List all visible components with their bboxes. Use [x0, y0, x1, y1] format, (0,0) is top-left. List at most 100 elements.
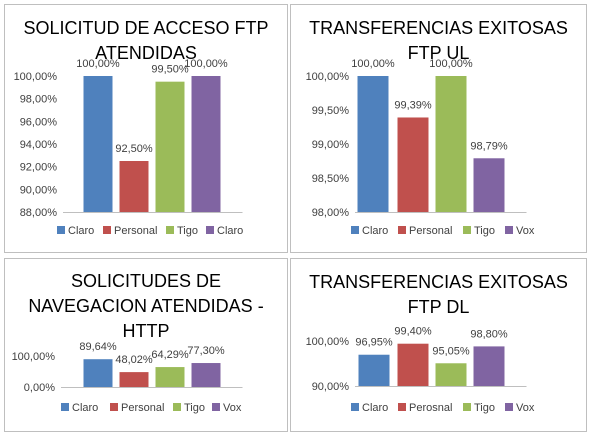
legend-swatch — [206, 226, 214, 234]
legend-swatch — [505, 403, 513, 411]
legend-swatch — [398, 226, 406, 234]
data-label: 95,05% — [432, 345, 470, 357]
chart-title-line: SOLICITUD DE ACCESO FTP — [23, 18, 269, 38]
bar-tigo — [155, 367, 185, 387]
chart-title-line: HTTP — [122, 321, 170, 341]
bar-chart-svg: 90,00% 100,00% 96,95%99,40%95,05%98,80% Cla… — [306, 326, 535, 414]
chart-title-line: ATENDIDAS — [95, 43, 197, 63]
legend-swatch — [505, 226, 513, 234]
legend-swatch — [110, 403, 118, 411]
data-label: 98,79% — [470, 140, 508, 152]
legend-label: Tigo — [474, 402, 495, 414]
y-tick-label: 90,00% — [20, 184, 58, 196]
legend-label: Tigo — [184, 402, 205, 414]
legend-swatch — [463, 403, 471, 411]
bar-vox — [473, 346, 505, 386]
chart-panel-solicitud-acceso-ftp: SOLICITUD DE ACCESO FTP ATENDIDAS 88,00%… — [4, 4, 288, 253]
legend-label: Claro — [362, 225, 388, 237]
y-tick-label: 98,00% — [312, 207, 350, 219]
bar-chart-svg: 88,00% 90,00% 92,00% 94,00% 96,00% 98,00% 100,… — [14, 58, 244, 237]
y-tick-label: 100,00% — [14, 71, 58, 83]
y-tick-label: 100,00% — [306, 336, 350, 348]
bar-tigo — [435, 363, 467, 386]
y-tick-label: 96,00% — [20, 116, 58, 128]
bar-claro — [83, 359, 113, 387]
chart-title-line: TRANSFERENCIAS EXITOSAS — [309, 272, 568, 292]
legend-swatch — [398, 403, 406, 411]
data-label: 99,39% — [394, 99, 432, 111]
bar-vox — [191, 363, 221, 387]
chart-title-line: FTP DL — [407, 297, 470, 317]
chart-title: TRANSFERENCIAS EXITOSAS FTP DL — [291, 270, 586, 320]
bar-personal — [119, 161, 149, 212]
data-label: 89,64% — [79, 341, 117, 353]
bar-personal — [397, 117, 429, 212]
legend-label: Claro — [362, 402, 388, 414]
legend-swatch — [57, 226, 65, 234]
chart-title-line: FTP UL — [407, 43, 470, 63]
chart-panel-solicitudes-navegacion-http: SOLICITUDES DE NAVEGACION ATENDIDAS - HT… — [4, 258, 288, 432]
bar-claro — [358, 354, 390, 386]
legend-swatch — [166, 226, 174, 234]
data-label: 100,00% — [184, 58, 228, 70]
data-label: 100,00% — [76, 58, 120, 70]
bar-claro — [83, 76, 113, 212]
legend-swatch — [103, 226, 111, 234]
y-tick-label: 100,00% — [12, 351, 56, 363]
legend-label: Claro — [68, 225, 94, 237]
chart-panel-transferencias-ftp-ul: TRANSFERENCIAS EXITOSAS FTP UL 98,00% 98,… — [290, 4, 587, 253]
y-tick-label: 90,00% — [312, 381, 350, 393]
chart-title-line: TRANSFERENCIAS EXITOSAS — [309, 18, 568, 38]
legend-label: Claro — [72, 402, 98, 414]
bar-chart-svg: 98,00%98,50%99,00%99,50%100,00%100,00%99… — [306, 58, 535, 237]
data-label: 100,00% — [429, 58, 473, 70]
legend-label: Personal — [121, 402, 164, 414]
legend-label: Vox — [516, 225, 535, 237]
y-tick-label: 94,00% — [20, 139, 58, 151]
bar-vox — [473, 158, 505, 212]
y-tick-label: 98,00% — [20, 94, 58, 106]
bar-perosnal — [397, 343, 429, 386]
legend-label: Personal — [114, 225, 157, 237]
y-tick-label: 92,00% — [20, 162, 58, 174]
data-label: 48,02% — [115, 354, 153, 366]
chart-title: SOLICITUD DE ACCESO FTP ATENDIDAS — [5, 16, 287, 66]
data-label: 77,30% — [187, 345, 225, 357]
legend-label: Vox — [223, 402, 242, 414]
legend-label: Tigo — [177, 225, 198, 237]
legend-label: Tigo — [474, 225, 495, 237]
data-label: 99,50% — [151, 64, 189, 76]
bar-tigo — [155, 81, 185, 213]
y-tick-label: 99,00% — [312, 139, 350, 151]
data-label: 96,95% — [355, 337, 393, 349]
data-label: 99,40% — [394, 326, 432, 338]
chart-title-line: NAVEGACION ATENDIDAS - — [28, 296, 264, 316]
y-tick-label: 88,00% — [20, 207, 58, 219]
data-label: 100,00% — [351, 58, 395, 70]
y-tick-label: 0,00% — [24, 382, 55, 394]
legend-swatch — [61, 403, 69, 411]
legend-label: Vox — [516, 402, 535, 414]
bar-chart-svg: 0,00% 100,00% 89,64%48,02%64,29%77,30% Clar… — [12, 341, 243, 414]
bar-personal — [119, 372, 149, 387]
data-label: 64,29% — [151, 349, 189, 361]
chart-title-line: SOLICITUDES DE — [70, 271, 222, 291]
chart-title: TRANSFERENCIAS EXITOSAS FTP UL — [291, 16, 586, 66]
chart-title: SOLICITUDES DE NAVEGACION ATENDIDAS - HT… — [5, 269, 287, 344]
bar-claro — [357, 76, 389, 212]
bar-claro — [191, 76, 221, 212]
legend-label: Personal — [409, 225, 452, 237]
chart-panel-transferencias-ftp-dl: TRANSFERENCIAS EXITOSAS FTP DL 90,00% 100… — [290, 258, 587, 432]
legend-swatch — [212, 403, 220, 411]
data-label: 92,50% — [115, 143, 153, 155]
y-tick-label: 100,00% — [306, 71, 350, 83]
legend-swatch — [351, 226, 359, 234]
legend-swatch — [351, 403, 359, 411]
bar-tigo — [435, 76, 467, 212]
y-tick-label: 99,50% — [312, 105, 350, 117]
legend-label: Perosnal — [409, 402, 452, 414]
legend-swatch — [173, 403, 181, 411]
y-tick-label: 98,50% — [312, 173, 350, 185]
data-label: 98,80% — [470, 328, 508, 340]
legend-swatch — [463, 226, 471, 234]
